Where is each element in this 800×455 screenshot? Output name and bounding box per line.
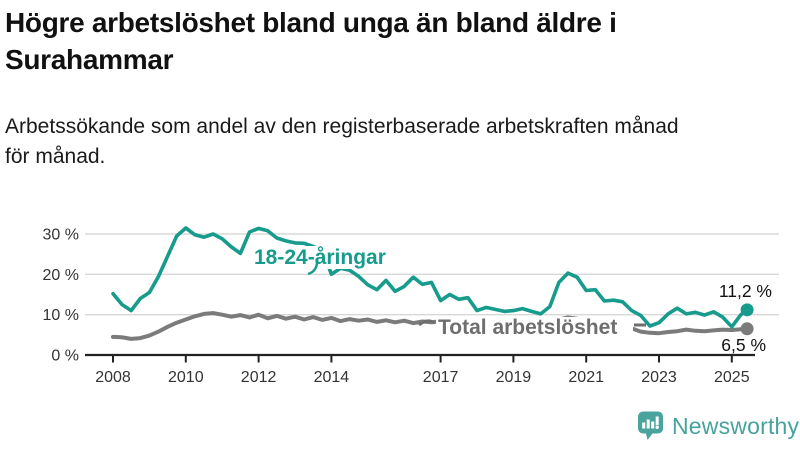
page-subtitle: Arbetssökande som andel av den registerb… bbox=[5, 115, 679, 169]
total-end-dot bbox=[740, 322, 754, 336]
series-label-total: Total arbetslöshet bbox=[438, 316, 617, 339]
x-tick-label: 2008 bbox=[95, 369, 131, 386]
x-tick-label: 2025 bbox=[714, 369, 750, 386]
newsworthy-logo-icon bbox=[637, 411, 664, 441]
page-title: Högre arbetslöshet bland unga än bland ä… bbox=[5, 7, 617, 76]
x-tick-label: 2021 bbox=[568, 369, 604, 386]
x-tick-label: 2012 bbox=[241, 369, 277, 386]
x-tick-label: 2014 bbox=[314, 369, 350, 386]
youth-label-bg bbox=[252, 246, 394, 269]
total-end-value: 6,5 % bbox=[721, 335, 766, 355]
youth-label-leader bbox=[307, 258, 319, 276]
y-tick-label: 20 % bbox=[43, 267, 79, 284]
youth-end-value: 11,2 % bbox=[719, 281, 772, 301]
x-tick-label: 2010 bbox=[168, 369, 204, 386]
youth-end-dot bbox=[740, 303, 754, 317]
youth-line bbox=[111, 226, 749, 329]
x-tick-label: 2017 bbox=[423, 369, 459, 386]
x-tick-label: 2023 bbox=[641, 369, 677, 386]
total-label-bg bbox=[436, 317, 633, 338]
x-tick-label: 2019 bbox=[496, 369, 532, 386]
newsworthy-logo-link[interactable]: Newsworthy bbox=[637, 411, 799, 441]
total-label-leader-left bbox=[418, 319, 436, 327]
y-tick-label: 0 % bbox=[51, 348, 79, 365]
y-tick-label: 30 % bbox=[43, 227, 79, 244]
brand-name: Newsworthy bbox=[672, 412, 800, 439]
y-tick-label: 10 % bbox=[43, 307, 79, 324]
series-label-youth: 18-24-åringar bbox=[254, 246, 386, 269]
